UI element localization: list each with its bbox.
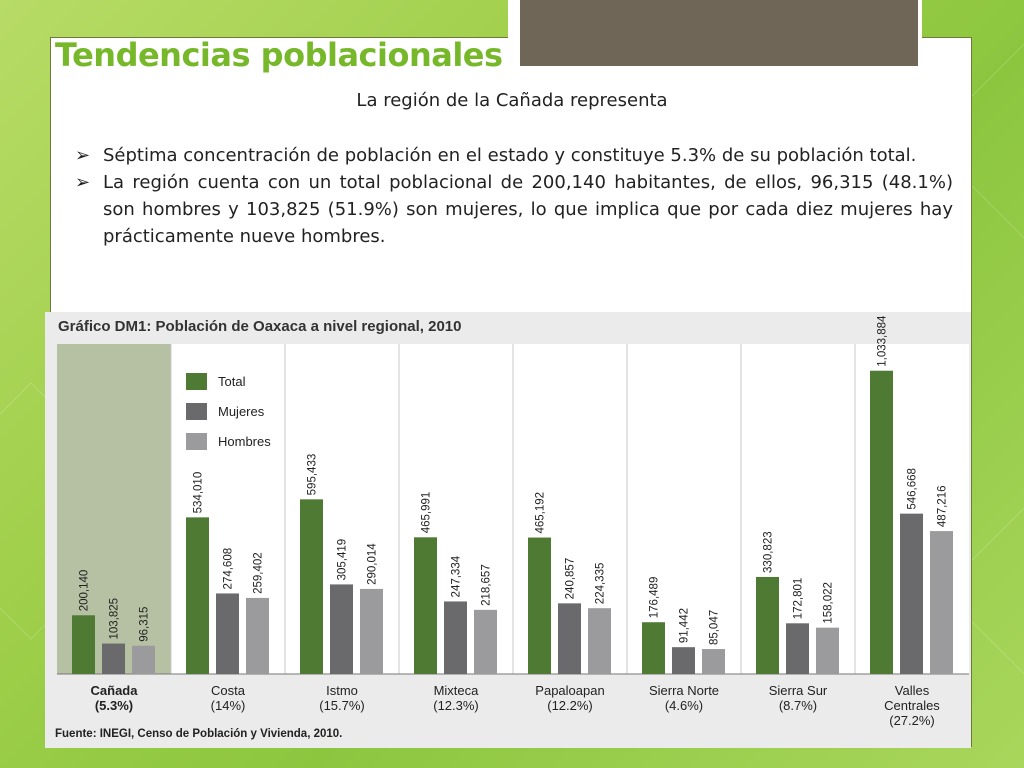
bar-hombres [816, 627, 839, 674]
bar-mujeres [330, 584, 353, 674]
x-tick-label: Istmo [326, 683, 358, 698]
bar-mujeres [672, 647, 695, 674]
bar-value-label: 330,823 [763, 531, 775, 573]
bar-value-label: 240,857 [565, 558, 577, 600]
bar-mujeres [786, 623, 809, 674]
bar-value-label: 546,668 [907, 468, 919, 510]
x-tick-share-label: (8.7%) [779, 698, 817, 713]
bar-hombres [132, 645, 155, 674]
bar-value-label: 96,315 [139, 607, 151, 642]
intro-text: La región de la Cañada representa [356, 90, 668, 111]
x-tick-label: Sierra Sur [769, 683, 828, 698]
bar-value-label: 247,334 [451, 555, 463, 597]
bar-value-label: 259,402 [253, 552, 265, 594]
legend-label: Hombres [218, 434, 271, 449]
bullet-list: ➢ Séptima concentración de población en … [75, 142, 953, 250]
bar-total [870, 370, 893, 674]
legend-swatch [186, 433, 207, 450]
legend-swatch [186, 403, 207, 420]
bar-value-label: 91,442 [679, 608, 691, 643]
bar-value-label: 465,991 [421, 492, 433, 534]
x-tick-share-label: (12.2%) [547, 698, 593, 713]
bar-value-label: 200,140 [79, 570, 91, 612]
bar-value-label: 274,608 [223, 548, 235, 590]
bar-hombres [474, 609, 497, 674]
x-tick-share-label: (12.3%) [433, 698, 479, 713]
bar-value-label: 103,825 [109, 598, 121, 640]
bar-hombres [930, 531, 953, 674]
bar-total [642, 622, 665, 674]
bar-total [72, 615, 95, 674]
legend-swatch [186, 373, 207, 390]
bar-mujeres [558, 603, 581, 674]
x-tick-label: Valles [895, 683, 930, 698]
bar-value-label: 176,489 [649, 577, 661, 619]
x-tick-label: Sierra Norte [649, 683, 719, 698]
chart-title: Gráfico DM1: Población de Oaxaca a nivel… [58, 318, 462, 335]
x-tick-label: Centrales [884, 698, 940, 713]
legend-label: Total [218, 374, 246, 389]
x-tick-label: Costa [211, 683, 246, 698]
bar-value-label: 487,216 [937, 486, 949, 528]
bullet-item: ➢ La región cuenta con un total poblacio… [75, 169, 953, 250]
title-accent-block [520, 0, 918, 66]
page-title: Tendencias poblacionales [55, 36, 503, 74]
bar-value-label: 172,801 [793, 578, 805, 620]
bar-value-label: 1,033,884 [877, 315, 889, 367]
bar-total [528, 537, 551, 674]
x-tick-label: Papaloapan [535, 683, 604, 698]
population-chart: 200,140 103,825 96,315 Cañada (5.3%) 534,010 2… [45, 312, 971, 748]
bar-value-label: 534,010 [193, 472, 205, 514]
bar-value-label: 290,014 [367, 543, 379, 585]
x-tick-label: Mixteca [434, 683, 480, 698]
x-tick-share-label: (5.3%) [95, 698, 133, 713]
bullet-item: ➢ Séptima concentración de población en … [75, 142, 953, 169]
arrow-bullet-icon: ➢ [75, 172, 91, 193]
bullet-text: Séptima concentración de población en el… [103, 145, 917, 166]
x-tick-share-label: (27.2%) [889, 713, 935, 728]
x-tick-share-label: (15.7%) [319, 698, 365, 713]
bar-value-label: 224,335 [595, 563, 607, 605]
bar-value-label: 218,657 [481, 564, 493, 606]
bar-hombres [588, 608, 611, 674]
bar-mujeres [102, 643, 125, 674]
bar-value-label: 465,192 [535, 492, 547, 534]
x-tick-label: Cañada [91, 683, 139, 698]
bar-hombres [360, 588, 383, 674]
bar-total [300, 499, 323, 674]
bullet-text: La región cuenta con un total poblaciona… [103, 172, 953, 247]
bar-value-label: 158,022 [823, 582, 835, 624]
bar-mujeres [216, 593, 239, 674]
bar-hombres [702, 649, 725, 674]
bar-total [756, 576, 779, 674]
bar-mujeres [900, 513, 923, 674]
bar-total [186, 517, 209, 674]
x-tick-share-label: (4.6%) [665, 698, 703, 713]
bar-total [414, 537, 437, 674]
arrow-bullet-icon: ➢ [75, 145, 91, 166]
chart-source: Fuente: INEGI, Censo de Población y Vivi… [55, 728, 343, 740]
bar-hombres [246, 597, 269, 674]
x-tick-share-label: (14%) [211, 698, 246, 713]
bar-value-label: 305,419 [337, 539, 349, 581]
bar-value-label: 595,433 [307, 454, 319, 496]
bar-mujeres [444, 601, 467, 674]
legend-label: Mujeres [218, 404, 265, 419]
chart-canvas: 200,140 103,825 96,315 Cañada(5.3%) 534,010 2… [57, 315, 969, 728]
bar-value-label: 85,047 [709, 610, 721, 645]
